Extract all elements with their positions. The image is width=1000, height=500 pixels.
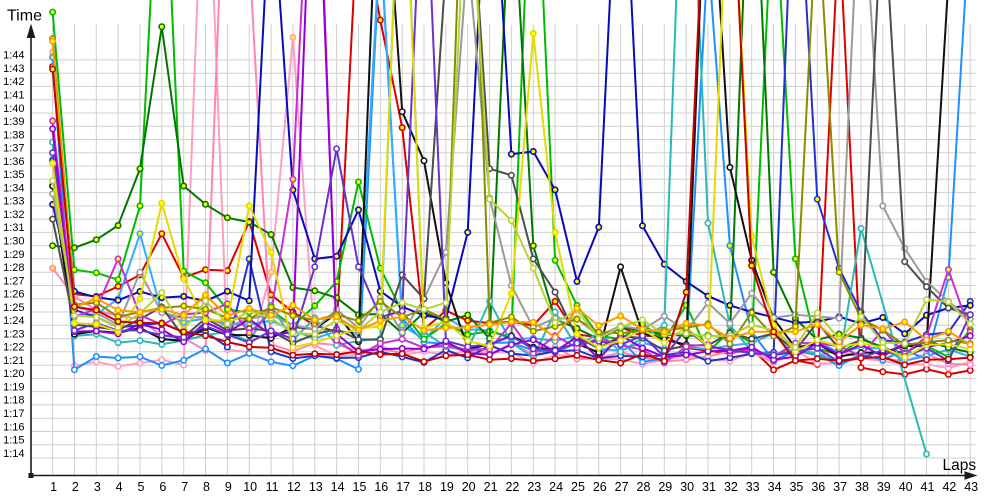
svg-text:11: 11 xyxy=(266,480,279,494)
svg-text:15: 15 xyxy=(353,480,367,494)
svg-text:1:36: 1:36 xyxy=(3,156,24,168)
svg-text:1:32: 1:32 xyxy=(3,209,24,221)
svg-text:32: 32 xyxy=(724,480,738,494)
svg-text:43: 43 xyxy=(964,480,978,494)
svg-text:4: 4 xyxy=(116,480,123,494)
svg-text:1:16: 1:16 xyxy=(3,421,24,433)
svg-text:1:35: 1:35 xyxy=(3,169,24,181)
svg-text:18: 18 xyxy=(418,480,432,494)
svg-text:1:28: 1:28 xyxy=(3,262,24,274)
svg-text:1:37: 1:37 xyxy=(3,143,24,155)
svg-text:1:24: 1:24 xyxy=(3,315,24,327)
svg-text:Time: Time xyxy=(7,8,42,25)
svg-text:1:26: 1:26 xyxy=(3,289,24,301)
svg-text:1:38: 1:38 xyxy=(3,129,24,141)
svg-text:37: 37 xyxy=(833,480,847,494)
svg-text:1:14: 1:14 xyxy=(3,448,24,460)
svg-text:8: 8 xyxy=(203,480,210,494)
svg-text:26: 26 xyxy=(593,480,607,494)
svg-text:42: 42 xyxy=(942,480,956,494)
svg-text:1:21: 1:21 xyxy=(3,355,24,367)
svg-text:1:39: 1:39 xyxy=(3,116,24,128)
svg-text:30: 30 xyxy=(680,480,694,494)
svg-text:9: 9 xyxy=(225,480,232,494)
svg-text:1:17: 1:17 xyxy=(3,408,24,420)
svg-text:1:22: 1:22 xyxy=(3,342,24,354)
svg-text:38: 38 xyxy=(855,480,869,494)
svg-text:36: 36 xyxy=(811,480,825,494)
svg-text:1:40: 1:40 xyxy=(3,103,24,115)
svg-text:10: 10 xyxy=(243,480,257,494)
svg-text:35: 35 xyxy=(789,480,803,494)
svg-text:14: 14 xyxy=(331,480,345,494)
svg-text:1:30: 1:30 xyxy=(3,236,24,248)
svg-text:21: 21 xyxy=(484,480,498,494)
svg-text:16: 16 xyxy=(374,480,388,494)
svg-text:1:43: 1:43 xyxy=(3,63,24,75)
svg-text:1:19: 1:19 xyxy=(3,381,24,393)
svg-text:23: 23 xyxy=(527,480,541,494)
svg-text:7: 7 xyxy=(181,480,188,494)
svg-text:19: 19 xyxy=(440,480,454,494)
svg-text:1:25: 1:25 xyxy=(3,302,24,314)
svg-text:1:31: 1:31 xyxy=(3,222,24,234)
svg-text:1:27: 1:27 xyxy=(3,275,24,287)
svg-text:39: 39 xyxy=(877,480,891,494)
svg-text:33: 33 xyxy=(746,480,760,494)
svg-text:40: 40 xyxy=(899,480,913,494)
svg-text:1:42: 1:42 xyxy=(3,76,24,88)
svg-text:1:20: 1:20 xyxy=(3,368,24,380)
svg-text:1:18: 1:18 xyxy=(3,395,24,407)
svg-text:12: 12 xyxy=(287,480,301,494)
svg-text:34: 34 xyxy=(768,480,782,494)
svg-text:25: 25 xyxy=(571,480,585,494)
svg-text:5: 5 xyxy=(138,480,145,494)
svg-text:27: 27 xyxy=(615,480,629,494)
svg-text:31: 31 xyxy=(702,480,716,494)
svg-text:3: 3 xyxy=(94,480,101,494)
svg-text:1: 1 xyxy=(50,480,57,494)
svg-text:17: 17 xyxy=(396,480,410,494)
svg-text:28: 28 xyxy=(637,480,651,494)
svg-text:Laps: Laps xyxy=(943,457,977,474)
svg-text:1:41: 1:41 xyxy=(3,90,24,102)
svg-text:1:34: 1:34 xyxy=(3,182,24,194)
svg-text:20: 20 xyxy=(462,480,476,494)
svg-text:24: 24 xyxy=(549,480,563,494)
svg-text:1:15: 1:15 xyxy=(3,435,24,447)
svg-text:22: 22 xyxy=(505,480,519,494)
svg-text:1:29: 1:29 xyxy=(3,249,24,261)
svg-text:13: 13 xyxy=(309,480,323,494)
svg-text:1:33: 1:33 xyxy=(3,196,24,208)
svg-text:41: 41 xyxy=(921,480,935,494)
svg-text:1:44: 1:44 xyxy=(3,50,24,62)
svg-text:2: 2 xyxy=(72,480,79,494)
svg-text:29: 29 xyxy=(658,480,672,494)
svg-text:6: 6 xyxy=(159,480,166,494)
svg-text:1:23: 1:23 xyxy=(3,328,24,340)
